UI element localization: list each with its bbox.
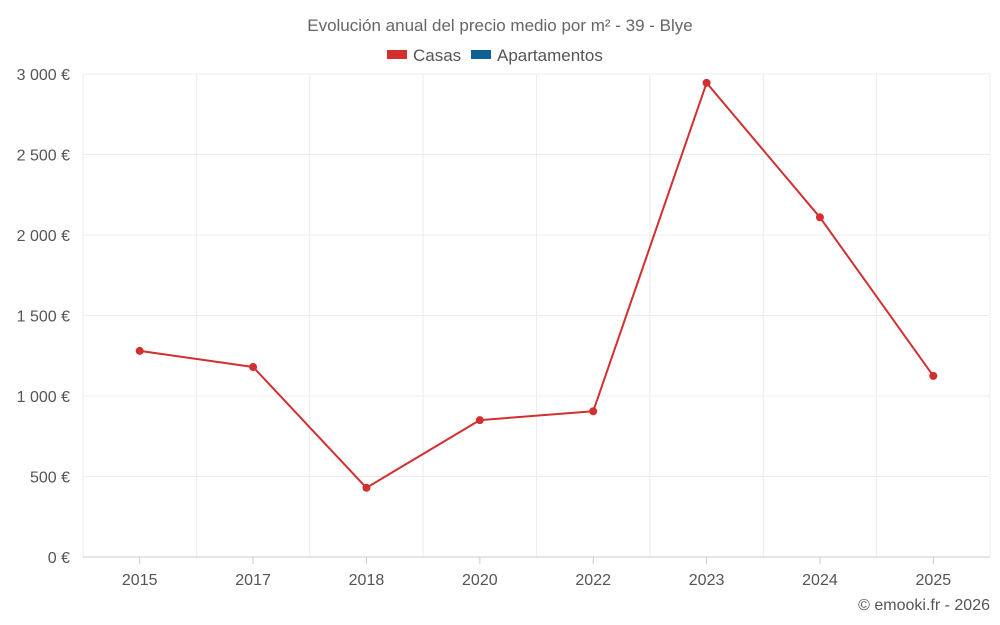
legend-item-casas[interactable]: Casas (387, 46, 461, 65)
y-tick-label: 0 € (48, 550, 70, 567)
series-layer (135, 78, 938, 492)
data-point[interactable] (929, 371, 938, 380)
data-point[interactable] (249, 363, 258, 372)
y-tick-label: 500 € (30, 470, 70, 487)
legend-swatch-apartamentos (471, 50, 491, 59)
x-tick-label: 2024 (802, 572, 838, 589)
x-tick-label: 2022 (575, 572, 611, 589)
credit-text: © emooki.fr - 2026 (858, 597, 990, 614)
legend-label-apartamentos: Apartamentos (497, 46, 603, 65)
x-tick-label: 2023 (689, 572, 725, 589)
y-tick-label: 2 000 € (17, 228, 70, 245)
x-tick-label: 2015 (122, 572, 158, 589)
chart-title: Evolución anual del precio medio por m² … (307, 16, 693, 35)
x-tick-label: 2020 (462, 572, 498, 589)
axes: 0 € 500 € 1 000 € 1 500 € 2 000 € 2 500 € 3 00… (17, 67, 990, 589)
data-point[interactable] (475, 416, 484, 425)
x-tick-label: 2025 (916, 572, 952, 589)
y-tick-label: 1 000 € (17, 389, 70, 406)
y-tick-label: 1 500 € (17, 309, 70, 326)
data-point[interactable] (589, 407, 598, 416)
x-tick-label: 2018 (349, 572, 385, 589)
data-point[interactable] (362, 483, 371, 492)
grid (82, 73, 991, 557)
legend-swatch-casas (387, 50, 407, 59)
y-tick-label: 2 500 € (17, 148, 70, 165)
legend: Casas Apartamentos (387, 46, 603, 65)
data-point[interactable] (702, 78, 711, 87)
data-point[interactable] (815, 213, 824, 222)
series-line-casas (139, 81, 935, 489)
x-tick-label: 2017 (235, 572, 271, 589)
data-point[interactable] (135, 346, 144, 355)
legend-item-apartamentos[interactable]: Apartamentos (471, 46, 603, 65)
y-tick-label: 3 000 € (17, 67, 70, 84)
legend-label-casas: Casas (413, 46, 461, 65)
